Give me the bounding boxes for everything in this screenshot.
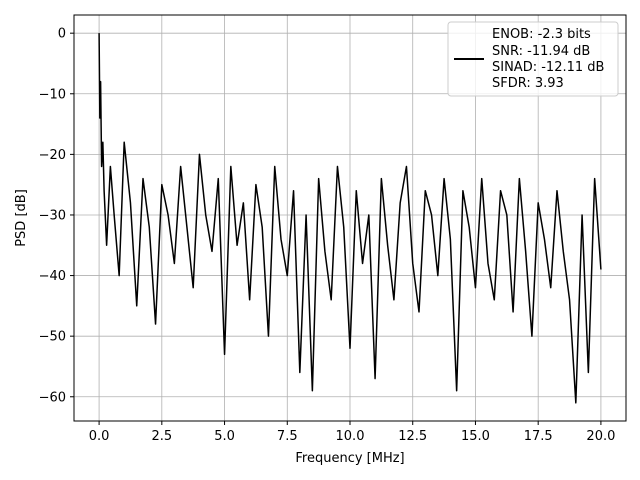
y-tick-label: −10 [39, 87, 66, 102]
x-tick-label: 12.5 [398, 429, 427, 444]
plot-area [98, 33, 602, 404]
x-tick-label: 2.5 [151, 429, 172, 444]
x-axis-label: Frequency [MHz] [295, 451, 404, 466]
y-axis-label: PSD [dB] [14, 189, 29, 247]
legend-box [447, 21, 619, 97]
x-tick-label: 17.5 [524, 429, 553, 444]
y-tick-label: −20 [39, 148, 66, 163]
x-tick-label: 5.0 [214, 429, 235, 444]
psd-series-line [98, 33, 602, 404]
y-tick-label: −50 [39, 330, 66, 345]
y-tick-label: −40 [39, 269, 66, 284]
y-tick-label: 0 [58, 27, 66, 42]
legend-enob-text: ENOB: -2.3 bits [492, 27, 591, 42]
legend-snr-text: SNR: -11.94 dB [492, 44, 590, 59]
ticks: 0.0 2.5 5.0 7.5 10.0 12.5 15.0 17.5 20.0 0 −10 −20 −… [39, 27, 616, 444]
legend-sfdr-text: SFDR: 3.93 [492, 76, 564, 91]
x-tick-label: 20.0 [586, 429, 615, 444]
legend: ENOB: -2.3 bits SNR: -11.94 dB SINAD: -1… [447, 21, 619, 97]
x-tick-label: 15.0 [461, 429, 490, 444]
x-tick-label: 0.0 [89, 429, 110, 444]
x-tick-label: 7.5 [277, 429, 298, 444]
y-tick-label: −30 [39, 208, 66, 223]
x-tick-label: 10.0 [336, 429, 365, 444]
legend-sinad-text: SINAD: -12.11 dB [492, 60, 604, 75]
y-tick-label: −60 [39, 390, 66, 405]
